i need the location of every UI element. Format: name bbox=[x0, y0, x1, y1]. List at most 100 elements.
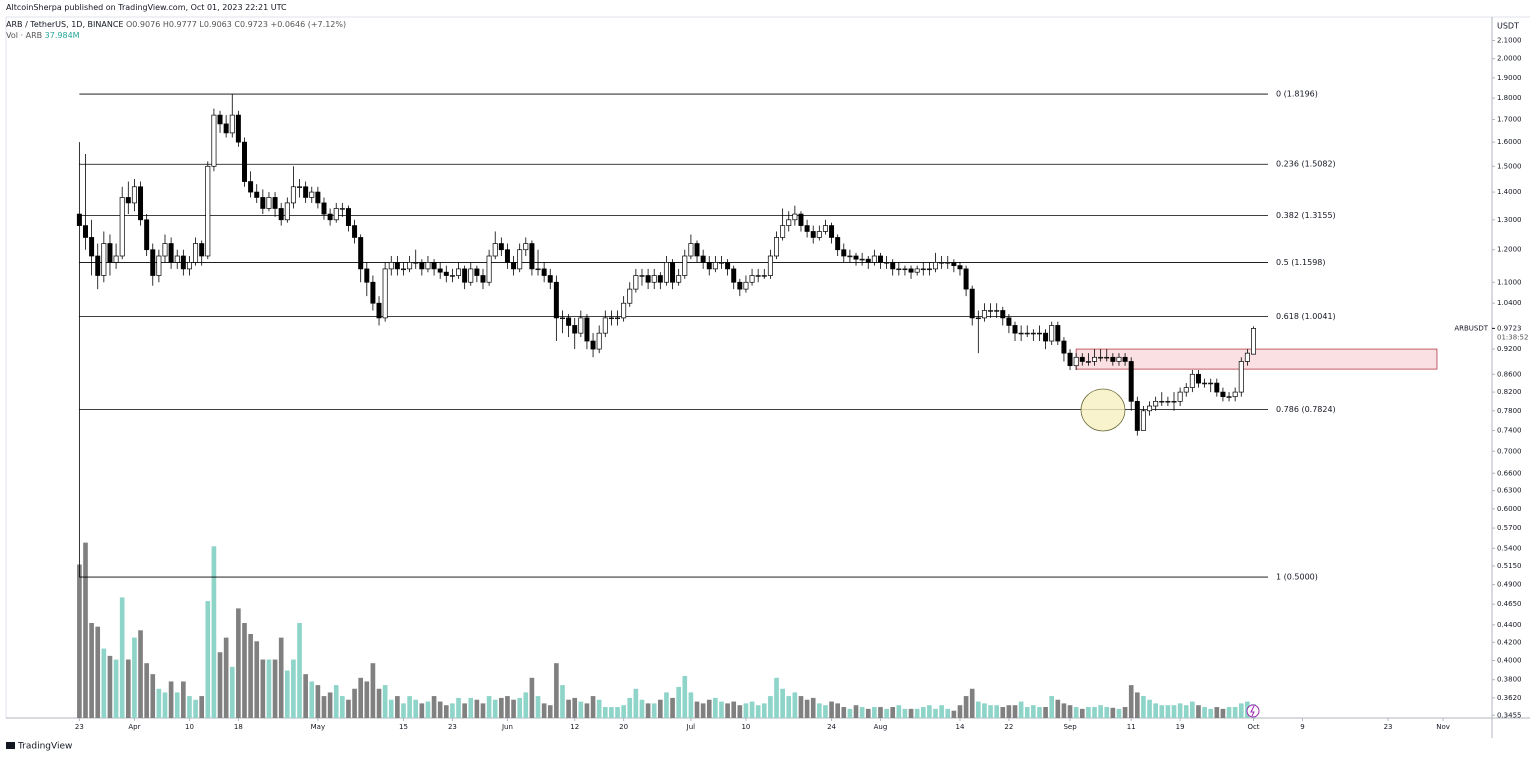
y-tick-label: 0.5700 bbox=[1497, 524, 1522, 532]
volume-bar bbox=[401, 703, 406, 718]
volume-bar bbox=[333, 685, 339, 718]
candle-body bbox=[119, 197, 125, 257]
candle-body bbox=[1073, 356, 1079, 367]
volume-bar bbox=[554, 663, 559, 718]
candle-body bbox=[1043, 332, 1049, 342]
volume-bar bbox=[700, 703, 706, 718]
volume-bar bbox=[1000, 707, 1006, 718]
ohlc: O0.9076 H0.9777 L0.9063 C0.9723 +0.0646 … bbox=[126, 20, 347, 29]
volume-bar bbox=[725, 703, 730, 718]
volume-bar bbox=[1134, 692, 1140, 718]
fib-label: 0.382 (1.3155) bbox=[1276, 211, 1336, 220]
volume-bar bbox=[1153, 703, 1158, 718]
volume-bar bbox=[890, 707, 896, 718]
volume-bar bbox=[113, 659, 119, 718]
volume-bar bbox=[505, 696, 510, 718]
y-tick-label: 0.4200 bbox=[1497, 638, 1522, 646]
candle-body bbox=[1220, 391, 1226, 398]
volume-bar bbox=[1079, 708, 1085, 718]
volume-bar bbox=[272, 659, 278, 718]
candle-body bbox=[486, 255, 492, 283]
y-tick-label: 0.4400 bbox=[1497, 621, 1522, 629]
volume-bar bbox=[284, 670, 290, 718]
volume-bar bbox=[645, 703, 651, 718]
volume-bar bbox=[902, 708, 908, 718]
volume-bar bbox=[615, 707, 620, 718]
candle-body bbox=[718, 262, 724, 264]
candle-body bbox=[248, 181, 254, 193]
candle-body bbox=[217, 114, 223, 125]
alert-icon[interactable] bbox=[1246, 704, 1260, 718]
y-tick-label: 0.5400 bbox=[1497, 544, 1522, 552]
candle-body bbox=[431, 262, 437, 270]
y-tick-label: 0.7000 bbox=[1497, 447, 1522, 455]
volume-bar bbox=[162, 692, 168, 718]
candle-body bbox=[1006, 317, 1012, 326]
candle-body bbox=[1165, 400, 1171, 403]
candle-body bbox=[1159, 400, 1165, 403]
candle-body bbox=[1147, 405, 1153, 412]
volume-bar bbox=[951, 710, 957, 718]
volume-bar bbox=[841, 707, 847, 718]
currency: USDT bbox=[1497, 22, 1519, 31]
candle-body bbox=[400, 268, 406, 271]
volume-bar bbox=[370, 663, 376, 718]
y-tick-label: 0.3620 bbox=[1497, 694, 1522, 702]
candle-body bbox=[1049, 325, 1055, 342]
candle-body bbox=[535, 268, 541, 271]
candle-body bbox=[853, 255, 859, 260]
volume-bar bbox=[443, 705, 449, 718]
volume-bar bbox=[1232, 707, 1238, 718]
volume-bar bbox=[388, 699, 394, 718]
candle-body bbox=[963, 268, 969, 290]
candle-body bbox=[590, 340, 596, 350]
volume-bar bbox=[1098, 705, 1103, 718]
candle-body bbox=[364, 268, 370, 283]
volume-bar bbox=[1128, 685, 1134, 718]
volume-bar bbox=[1190, 701, 1195, 718]
volume-bar bbox=[266, 659, 272, 718]
x-tick-label: Aug bbox=[874, 723, 888, 731]
volume-bar bbox=[77, 564, 82, 718]
volume-bar bbox=[774, 677, 779, 718]
candle-body bbox=[162, 243, 168, 257]
candle-body bbox=[786, 219, 792, 226]
candle-body bbox=[1140, 410, 1146, 431]
y-tick-label: 2.0000 bbox=[1497, 55, 1522, 63]
fib-label: 0.236 (1.5082) bbox=[1276, 160, 1336, 169]
volume-title: Vol · ARB bbox=[6, 31, 43, 40]
volume-bar bbox=[291, 659, 296, 718]
candle-body bbox=[1079, 356, 1085, 362]
candle-body bbox=[682, 255, 688, 276]
candle-body bbox=[315, 191, 321, 204]
volume-bar bbox=[144, 663, 149, 718]
candle-body bbox=[504, 249, 510, 263]
y-tick-label: 0.3800 bbox=[1497, 676, 1522, 684]
candle-body bbox=[602, 317, 608, 334]
candle-body bbox=[1036, 332, 1042, 335]
candle-body bbox=[290, 186, 296, 204]
candle-body bbox=[1134, 400, 1140, 431]
candle-body bbox=[193, 243, 199, 263]
y-tick-label: 0.3455 bbox=[1497, 711, 1522, 719]
volume-bar bbox=[1018, 701, 1024, 718]
volume-bar bbox=[119, 597, 125, 718]
candle-body bbox=[376, 302, 382, 319]
candle-body bbox=[737, 281, 743, 290]
y-tick-label: 0.4900 bbox=[1497, 581, 1522, 589]
volume-bar bbox=[755, 705, 761, 718]
volume-bar bbox=[1183, 705, 1189, 718]
candle-body bbox=[847, 255, 853, 258]
candle-body bbox=[553, 281, 559, 319]
volume-bar bbox=[450, 703, 455, 718]
x-tick-label: 15 bbox=[399, 723, 408, 731]
volume-bar bbox=[1086, 707, 1091, 718]
candle-body bbox=[186, 262, 192, 270]
x-tick-label: 24 bbox=[827, 723, 836, 731]
volume-bar bbox=[1061, 703, 1067, 718]
candle-body bbox=[694, 243, 700, 257]
y-tick-label: 1.9000 bbox=[1497, 74, 1522, 82]
volume-bar bbox=[223, 637, 229, 718]
x-tick-label: 9 bbox=[1300, 723, 1304, 731]
volume-bar bbox=[474, 699, 480, 718]
